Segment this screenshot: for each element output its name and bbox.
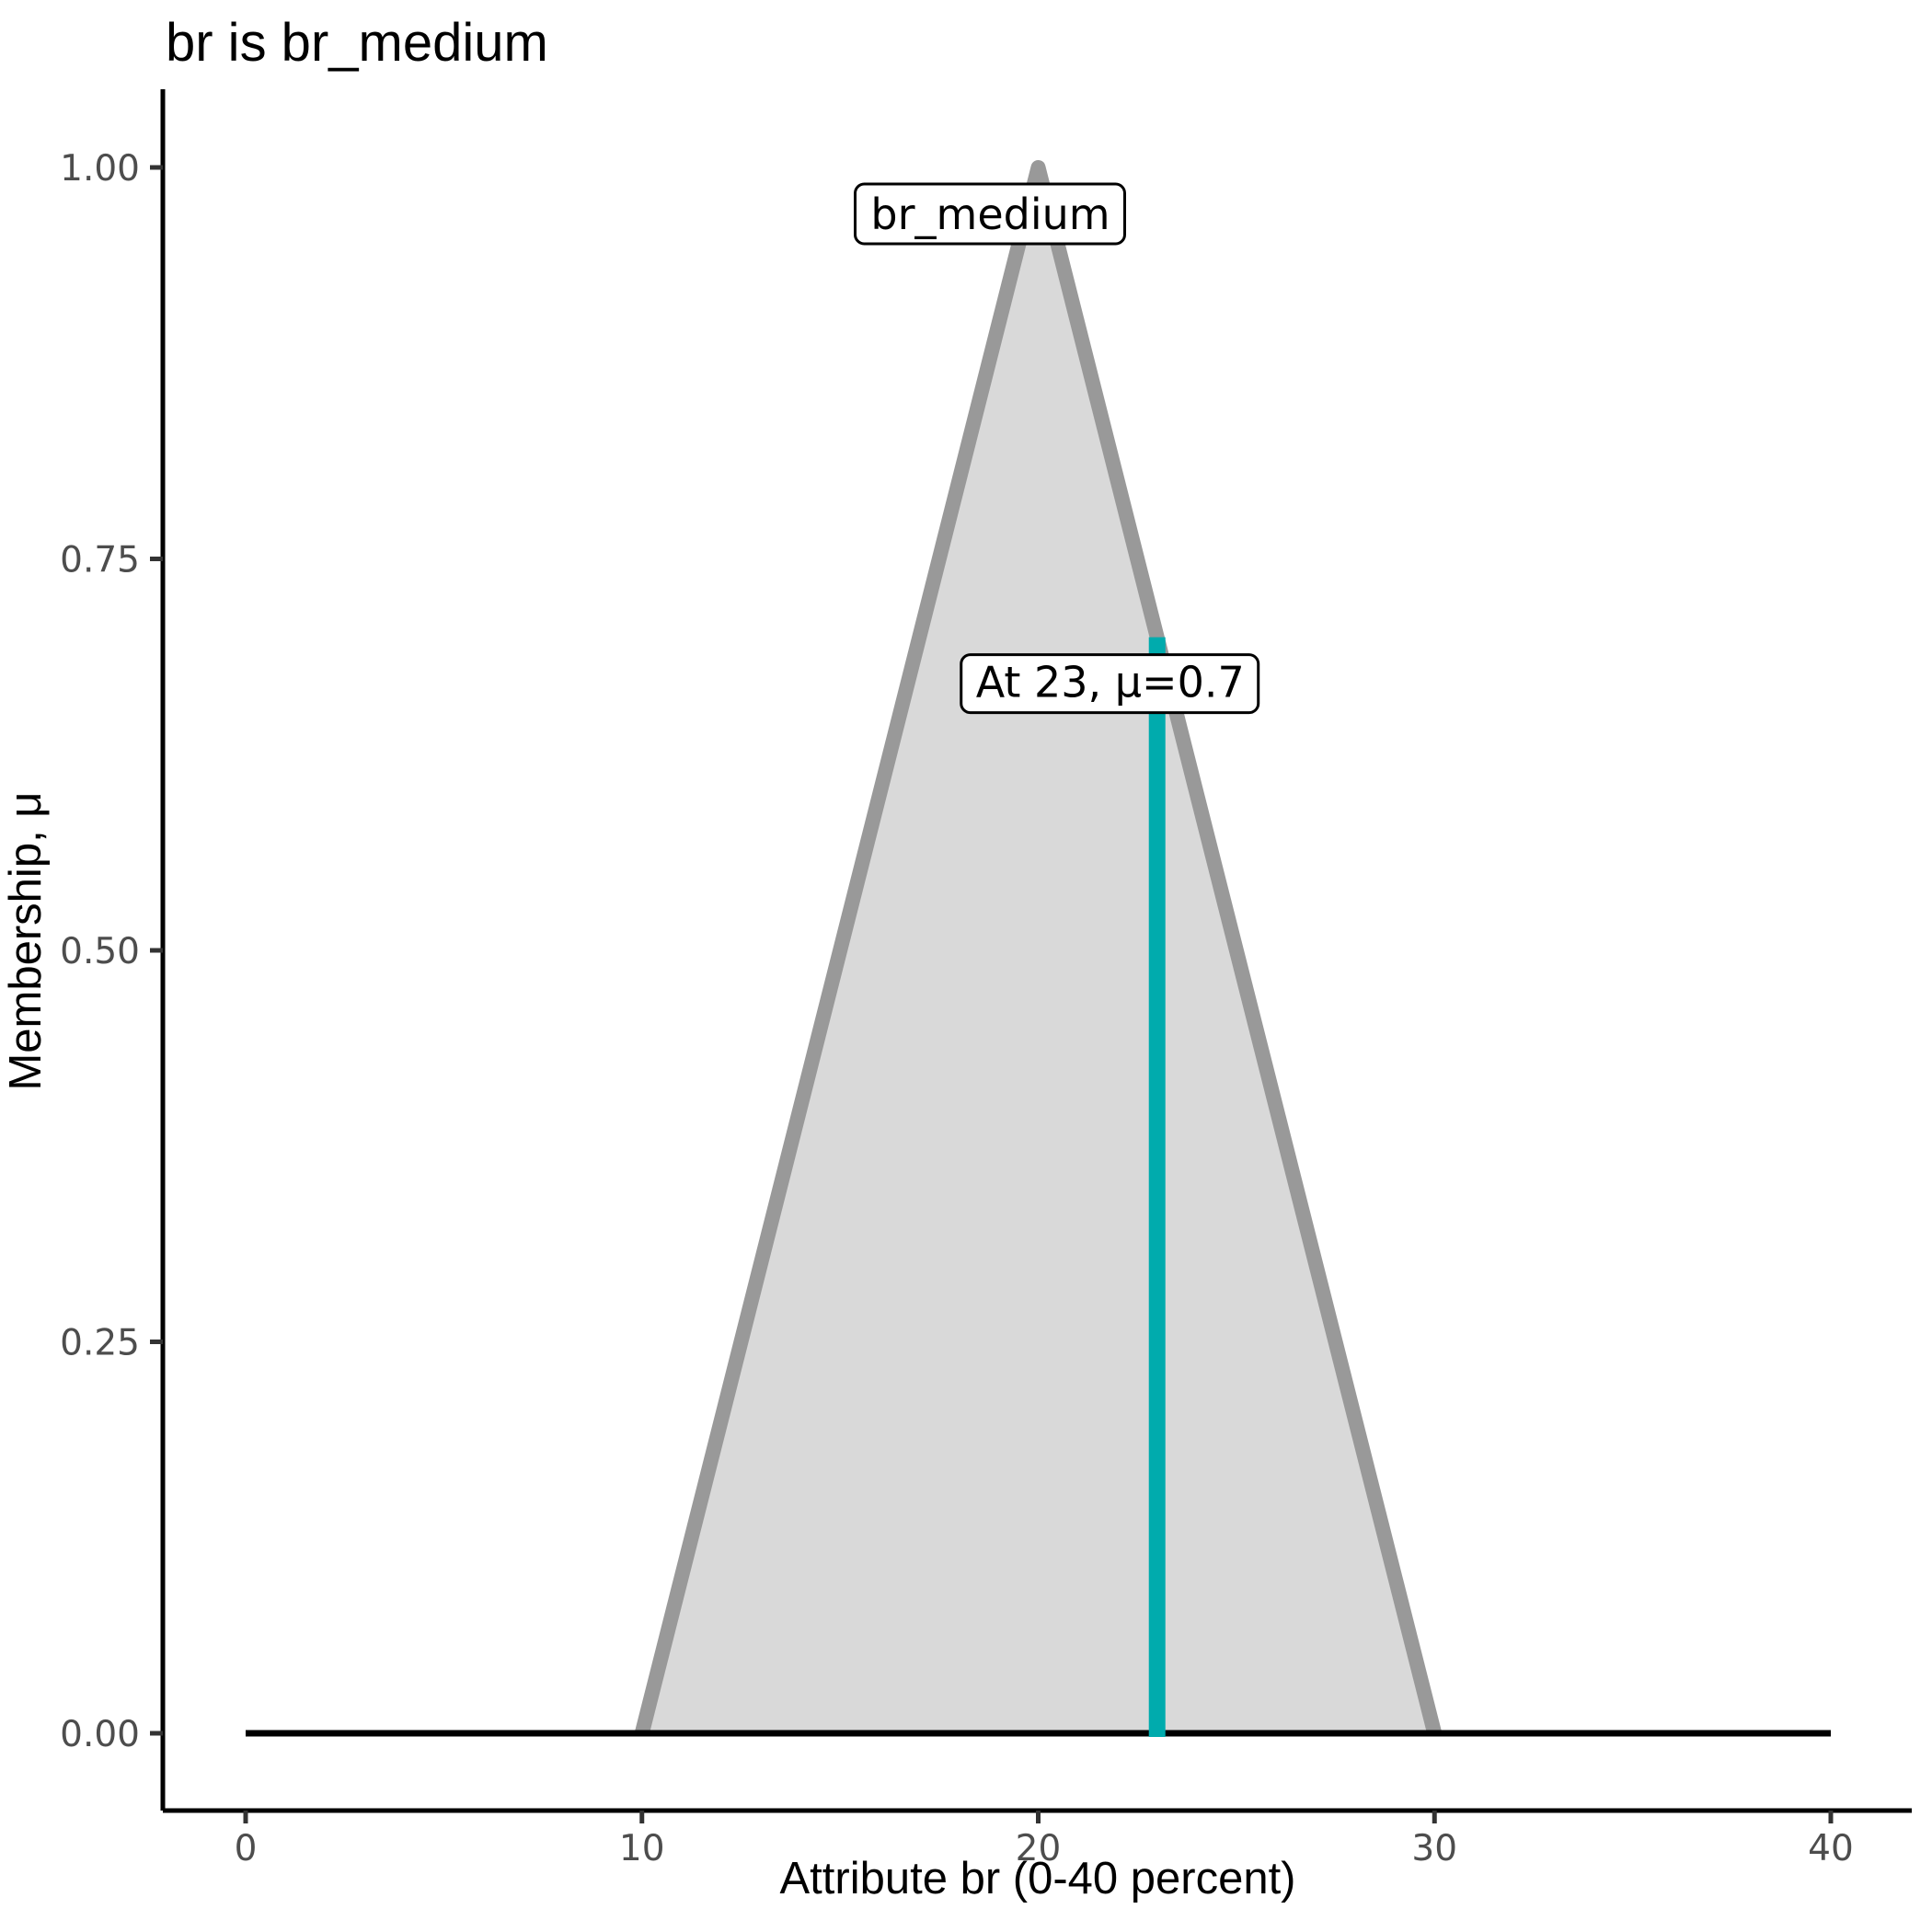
x-tick-label: 20	[1016, 1828, 1062, 1869]
x-axis-title: Attribute br (0-40 percent)	[779, 1854, 1295, 1903]
x-tick-label: 10	[619, 1828, 665, 1869]
marker-label: At 23, μ=0.7	[976, 658, 1245, 707]
x-tick-label: 30	[1411, 1828, 1457, 1869]
chart-title: br is br_medium	[166, 13, 548, 73]
y-tick-label: 0.50	[60, 931, 140, 972]
membership-outline	[634, 160, 1443, 1735]
marker-label-box	[960, 653, 1260, 715]
axes-layer: 0.00 0.25 0.50 0.75 1.00 0 10 20 30 40	[60, 89, 1912, 1869]
y-axis-title: Membership, μ	[1, 791, 51, 1090]
x-tick-label: 40	[1808, 1828, 1854, 1869]
y-tick-label: 0.75	[60, 540, 140, 581]
x-tick-label: 0	[235, 1828, 258, 1869]
y-tick-label: 0.00	[60, 1714, 140, 1755]
annotation-layer: br_medium At 23, μ=0.7	[854, 182, 1260, 715]
set-label-box	[854, 182, 1126, 246]
set-label: br_medium	[870, 190, 1110, 239]
data-layer	[246, 160, 1831, 1737]
membership-area	[641, 167, 1435, 1733]
y-tick-label: 0.25	[60, 1323, 140, 1364]
y-tick-label: 1.00	[60, 148, 140, 190]
